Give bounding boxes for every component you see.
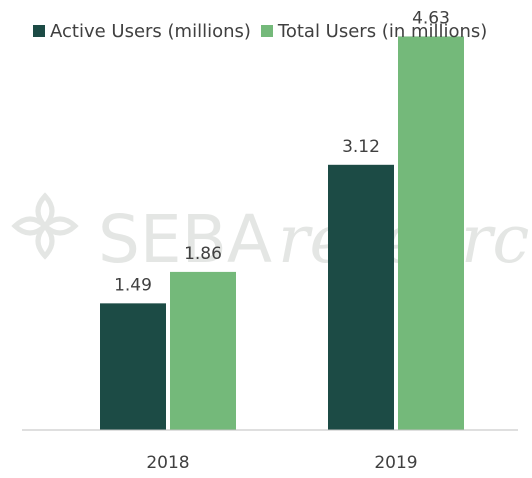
- legend-item-total-users: Total Users (in millions): [260, 20, 488, 42]
- watermark-logo: [11, 192, 79, 260]
- labels-group: 1.49 1.86 2018 3.12 4.63 2019: [114, 8, 450, 473]
- legend-label-total: Total Users (in millions): [277, 20, 488, 42]
- legend: Active Users (millions) Total Users (in …: [33, 19, 497, 43]
- legend-label-active: Active Users (millions): [50, 20, 251, 42]
- bar-total-2018: [170, 271, 236, 430]
- x-tick-label-2019: 2019: [374, 453, 417, 473]
- bar-active-2018: [100, 303, 166, 430]
- legend-swatch-total: [260, 25, 273, 37]
- data-label-total-2019: 4.63: [412, 8, 450, 28]
- bar-active-2019: [328, 164, 394, 431]
- legend-swatch-active: [33, 25, 45, 37]
- data-label-active-2019: 3.12: [342, 137, 380, 157]
- bar-total-2019: [398, 36, 464, 430]
- x-tick-label-2018: 2018: [146, 453, 189, 473]
- watermark-text-a: SEBA: [98, 201, 272, 278]
- legend-item-active-users: Active Users (millions): [33, 21, 251, 42]
- data-label-active-2018: 1.49: [114, 275, 152, 295]
- data-label-total-2018: 1.86: [184, 244, 222, 264]
- bars-group: [100, 36, 464, 431]
